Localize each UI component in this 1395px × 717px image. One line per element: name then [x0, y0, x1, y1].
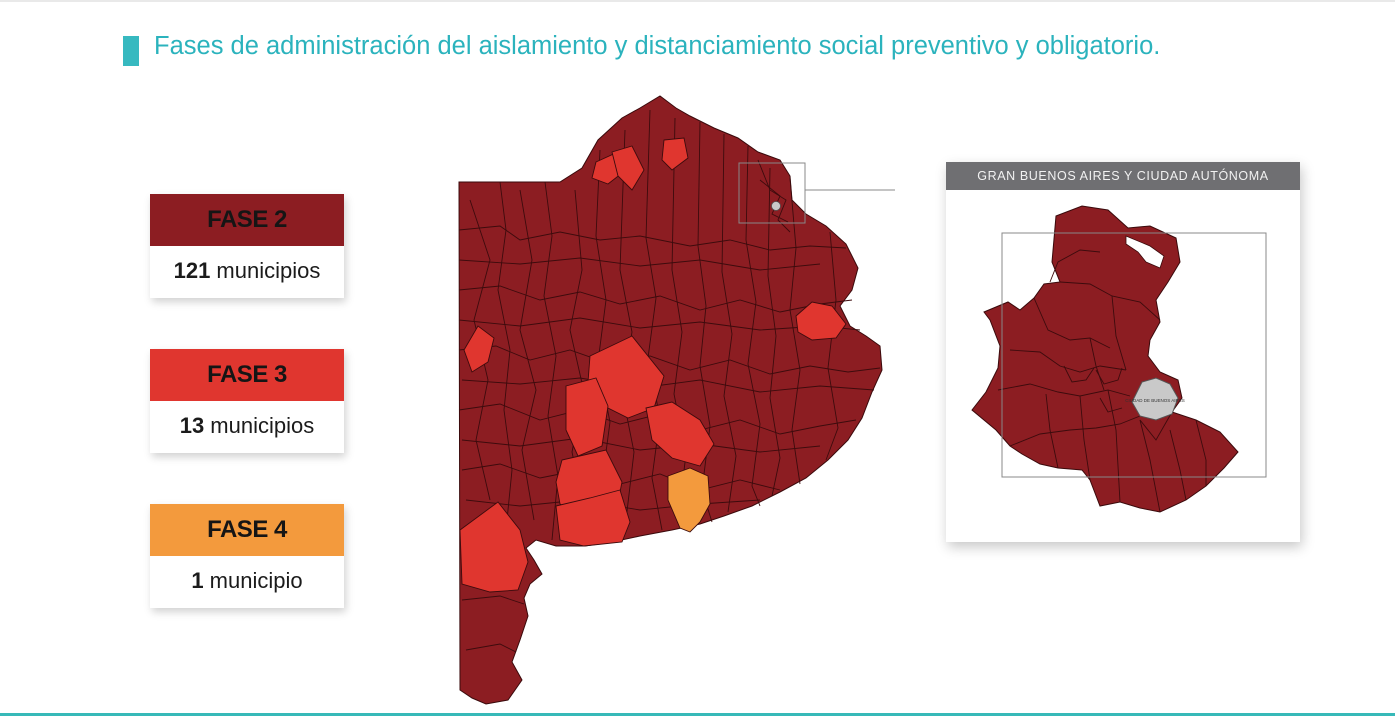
- legend-fase-3-unit: municipios: [210, 413, 315, 438]
- caba-marker: [771, 201, 781, 211]
- legend-fase-4-number: 1: [191, 568, 204, 593]
- fase3-area-4: [795, 301, 847, 341]
- caba-label: CIUDAD DE BUENOS AIRES: [1125, 398, 1185, 403]
- fase3-area-2: [611, 145, 645, 191]
- inset-header: GRAN BUENOS AIRES Y CIUDAD AUTÓNOMA: [946, 162, 1300, 190]
- inset-frame: [1001, 232, 1267, 478]
- gba-boundaries: [997, 249, 1207, 513]
- legend-fase-2-count: 121 municipios: [150, 246, 344, 298]
- bottom-rule: [0, 713, 1395, 716]
- fase-4-municipality: [667, 467, 711, 533]
- inset-panel: GRAN BUENOS AIRES Y CIUDAD AUTÓNOMA: [946, 162, 1300, 542]
- legend-fase-4-unit: municipio: [209, 568, 303, 593]
- fase3-area-5: [463, 325, 495, 373]
- legend-fase-4-count: 1 municipio: [150, 556, 344, 608]
- legend-fase-2-label: FASE 2: [150, 194, 344, 246]
- legend-fase-4-label: FASE 4: [150, 504, 344, 556]
- legend-fase-4: FASE 4 1 municipio: [150, 504, 344, 608]
- legend-fase-3-label: FASE 3: [150, 349, 344, 401]
- province-map: [458, 95, 895, 705]
- fase3-area-8: [645, 401, 715, 467]
- zoom-frame: [738, 162, 806, 224]
- title-accent-bar: [123, 36, 139, 66]
- fase3-area-7: [565, 377, 609, 457]
- top-rule: [0, 0, 1395, 2]
- gba-shape: [971, 205, 1239, 513]
- legend-fase-3-count: 13 municipios: [150, 401, 344, 453]
- legend-fase-2-unit: municipios: [216, 258, 321, 283]
- river-cutout: [1125, 235, 1165, 269]
- caba-shape: [1131, 377, 1179, 421]
- fase3-area-11: [459, 501, 529, 593]
- fase-3-municipalities: [459, 137, 847, 593]
- province-shape: [458, 95, 883, 705]
- fase3-area-3: [661, 137, 689, 171]
- legend-fase-2-number: 121: [173, 258, 211, 283]
- legend-fase-2: FASE 2 121 municipios: [150, 194, 344, 298]
- page-title: Fases de administración del aislamiento …: [154, 32, 1161, 60]
- legend-fase-3-number: 13: [179, 413, 205, 438]
- inset-map: CIUDAD DE BUENOS AIRES: [971, 205, 1267, 513]
- fase3-area-10: [555, 489, 631, 547]
- legend-fase-3: FASE 3 13 municipios: [150, 349, 344, 453]
